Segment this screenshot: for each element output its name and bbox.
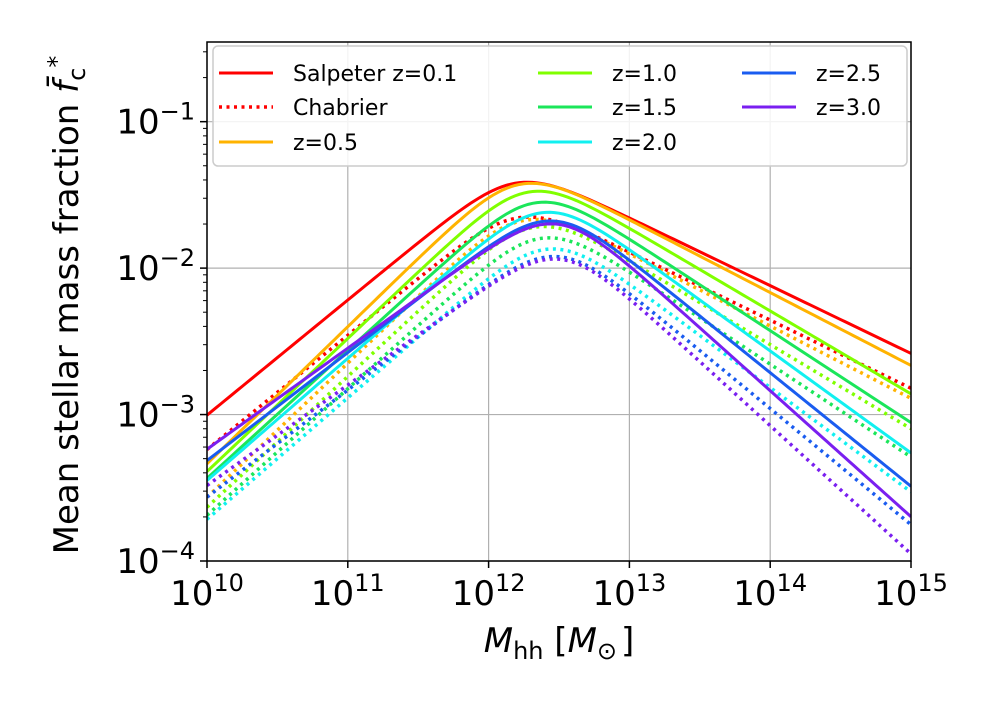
x-tick-label: 1012 <box>452 569 526 614</box>
series-line-12 <box>207 222 911 518</box>
series-line-8 <box>207 210 911 482</box>
legend-label: z=2.0 <box>612 131 677 156</box>
series-layer <box>207 180 911 556</box>
y-axis-label: Mean stellar mass fraction f̄c* <box>43 56 91 555</box>
series-line-2 <box>207 181 911 465</box>
legend-label: z=0.5 <box>293 131 358 156</box>
legend-label: z=3.0 <box>816 96 881 121</box>
series-line-1 <box>207 215 911 451</box>
y-tick-label: 10−1 <box>116 98 195 143</box>
legend: Salpeter z=0.1 Chabrier z=0.5 z=1.0 z=1.5 z=2… <box>212 45 908 167</box>
series-line-10 <box>207 219 911 488</box>
x-tick-label: 1013 <box>592 569 666 614</box>
plot-frame <box>206 41 912 562</box>
legend-label: Chabrier <box>293 96 388 121</box>
series-line-5 <box>207 224 911 509</box>
x-tick-label: 1010 <box>170 569 244 614</box>
legend-label: Salpeter z=0.1 <box>293 62 457 87</box>
legend-label: z=2.5 <box>816 62 881 87</box>
series-line-7 <box>207 236 911 517</box>
y-tick-label: 10−2 <box>116 244 195 289</box>
series-line-13 <box>207 257 911 556</box>
x-tick-label: 1015 <box>874 569 948 614</box>
series-line-11 <box>207 254 911 526</box>
x-tick-label: 1014 <box>733 569 807 614</box>
legend-label: z=1.5 <box>612 96 677 121</box>
ticks: 1010 1011 1012 1013 1014 1015 10−4 10−3 10−2 10−1 <box>116 51 948 614</box>
x-axis-label: Mhh [M⊙] <box>484 621 635 665</box>
x-tick-label: 1011 <box>311 569 385 614</box>
y-tick-label: 10−4 <box>116 537 195 582</box>
legend-label: z=1.0 <box>612 62 677 87</box>
y-tick-label: 10−3 <box>116 391 195 436</box>
series-line-3 <box>207 217 911 499</box>
series-line-4 <box>207 189 911 473</box>
